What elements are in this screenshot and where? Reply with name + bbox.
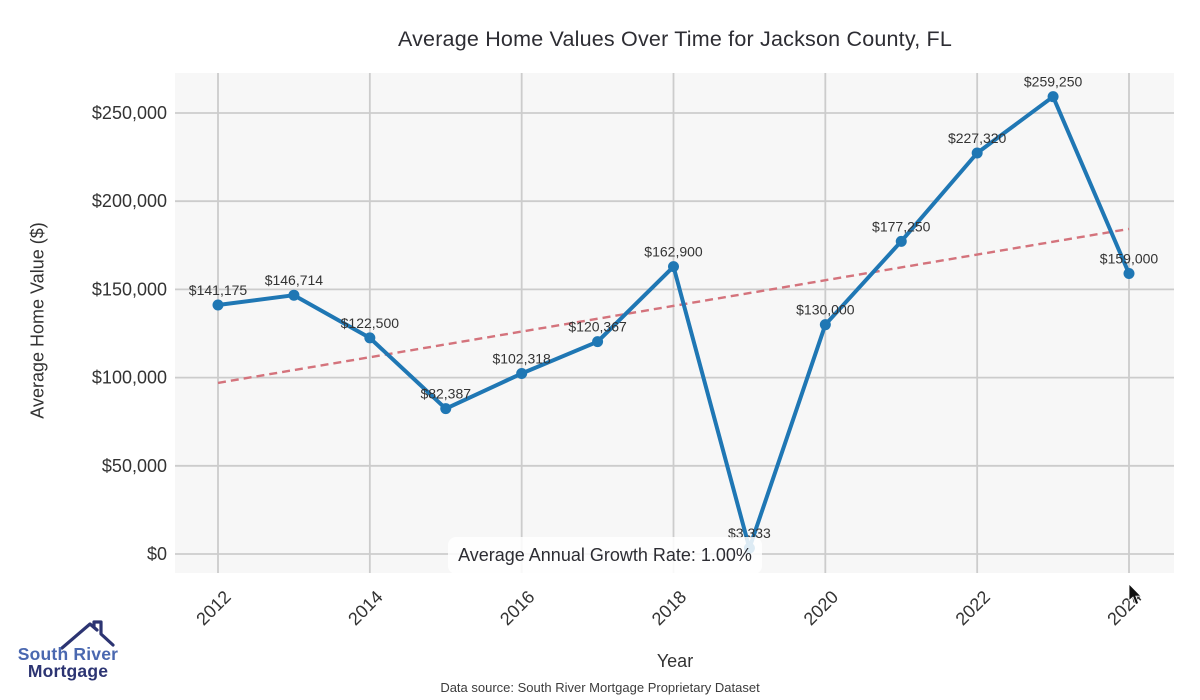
data-point-label: $130,000 — [796, 302, 855, 318]
y-tick-label: $0 — [147, 544, 167, 564]
data-point-marker — [288, 289, 300, 301]
data-point-marker — [895, 235, 907, 247]
data-point-label: $122,500 — [341, 315, 400, 331]
data-point-label: $146,714 — [265, 272, 324, 288]
y-tick-label: $250,000 — [92, 103, 167, 123]
data-point-marker — [1047, 91, 1059, 103]
y-tick-label: $100,000 — [92, 368, 167, 388]
data-point-marker — [516, 368, 528, 380]
data-point-marker — [592, 336, 604, 348]
logo-text-south-river: South River — [17, 644, 119, 664]
plot-background — [175, 73, 1174, 573]
y-axis-label: Average Home Value ($) — [27, 222, 48, 419]
mouse-cursor — [1128, 584, 1142, 606]
data-point-marker — [668, 261, 680, 273]
y-tick-label: $50,000 — [102, 456, 167, 476]
data-point-marker — [212, 299, 224, 311]
trend-line — [217, 227, 1130, 385]
data-point-label: $177,250 — [872, 218, 931, 234]
y-tick-label: $150,000 — [92, 279, 167, 299]
x-tick-label: 2012 — [192, 587, 234, 629]
data-source-note: Data source: South River Mortgage Propri… — [440, 680, 760, 695]
x-tick-label: 2014 — [344, 587, 386, 629]
chart-title: Average Home Values Over Time for Jackso… — [397, 27, 953, 51]
x-tick-label: 2020 — [800, 587, 842, 629]
data-point-marker — [1123, 268, 1135, 280]
data-point-marker — [971, 147, 983, 159]
data-point-marker — [819, 319, 831, 331]
x-tick-label: 2016 — [496, 587, 538, 629]
data-point-label: $82,387 — [420, 386, 471, 402]
house-roof-icon — [60, 620, 115, 650]
data-point-label: $159,000 — [1100, 251, 1159, 267]
data-point-label: $141,175 — [189, 282, 248, 298]
data-point-label: $227,320 — [948, 130, 1007, 146]
data-point-label: $102,318 — [492, 351, 551, 367]
x-axis-label: Year — [656, 651, 694, 671]
data-point-label: $162,900 — [644, 244, 703, 260]
data-point-marker — [364, 332, 376, 344]
x-tick-label: 2022 — [952, 587, 994, 629]
y-tick-label: $200,000 — [92, 191, 167, 211]
data-point-label: $120,367 — [568, 319, 627, 335]
logo-text-mortgage: Mortgage — [27, 661, 109, 681]
data-point-marker — [440, 403, 452, 415]
x-tick-label: 2018 — [648, 587, 690, 629]
south-river-mortgage-logo: South River Mortgage — [16, 618, 146, 688]
growth-rate-annotation: Average Annual Growth Rate: 1.00% — [448, 537, 762, 574]
data-point-label: $259,250 — [1024, 74, 1083, 90]
